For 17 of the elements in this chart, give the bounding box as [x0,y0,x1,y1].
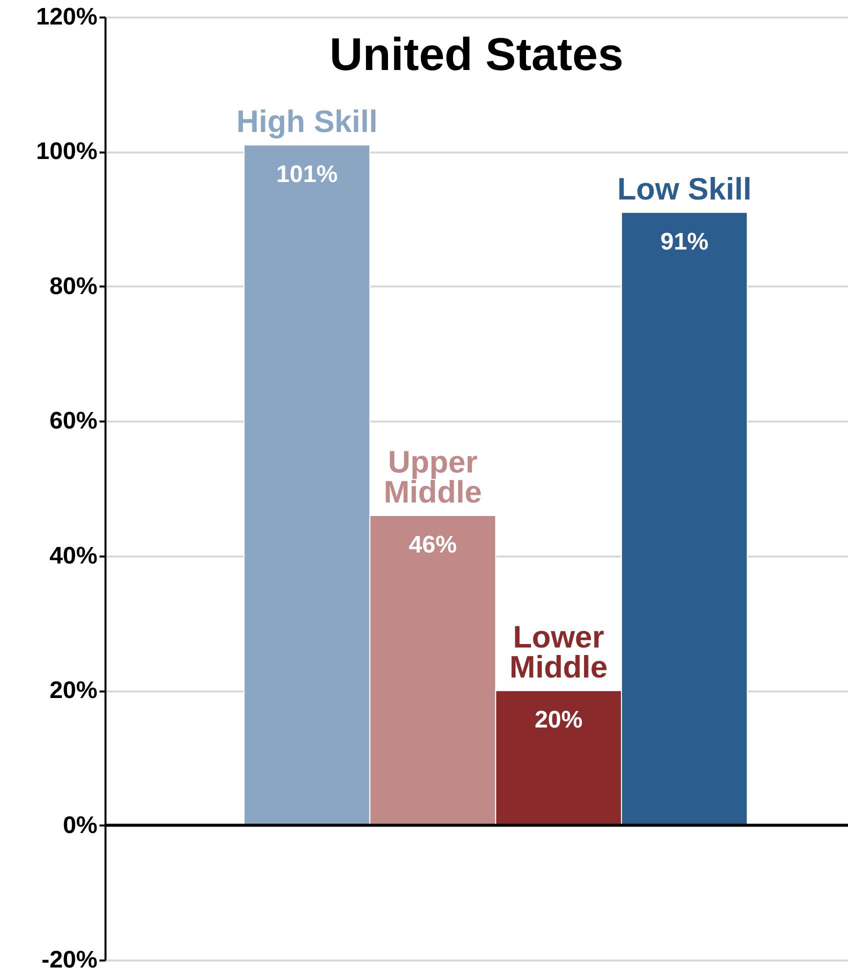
y-tick-label: 0% [62,812,98,839]
x-tick-label: Upper Middle [384,444,482,510]
data-label: 20% [534,706,583,734]
y-tick-label: 120% [36,4,98,30]
y-tick-label: 40% [49,542,98,570]
x-tick-label: High Skill [236,104,378,139]
y-tick-label: 100% [36,138,98,166]
data-label: 101% [276,160,338,188]
y-tick-label: 20% [49,677,98,704]
x-tick-label: Low Skill [617,171,752,206]
y-tick-label: 60% [49,408,98,435]
x-tick-label: Lower Middle [510,620,608,685]
chart-title: United States [330,28,624,80]
y-tick-label: -20% [41,946,98,973]
data-label: 91% [660,228,708,256]
y-tick-label: 80% [49,272,98,300]
data-label: 46% [408,531,457,558]
